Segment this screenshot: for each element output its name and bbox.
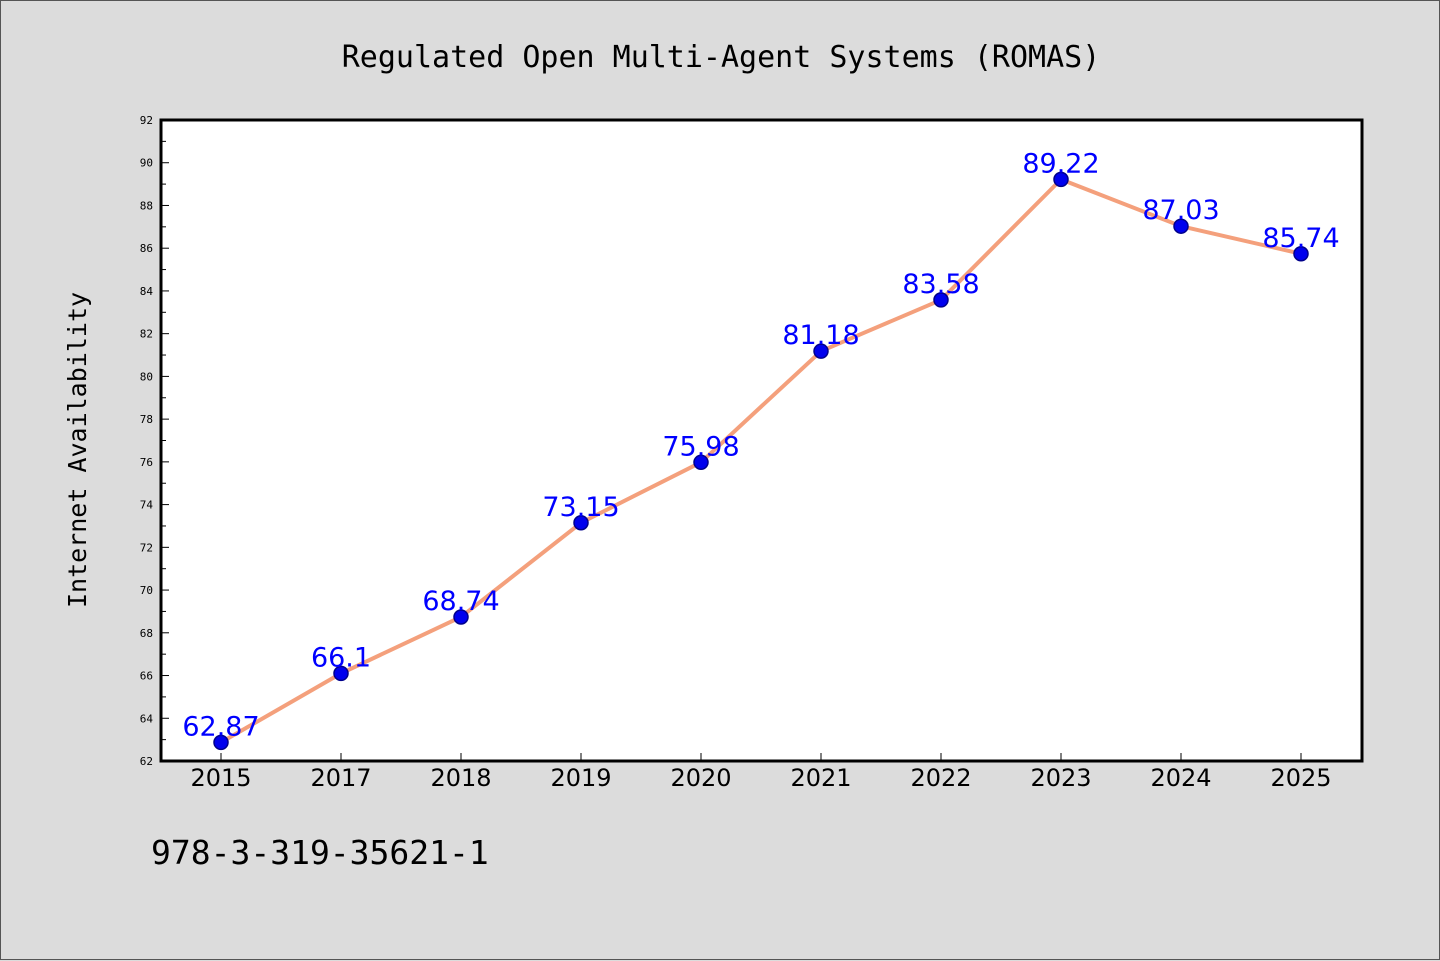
data-point: [1293, 246, 1309, 262]
x-tick-label: 2018: [430, 764, 491, 792]
footnote-isbn: 978-3-319-35621-1: [151, 833, 489, 872]
data-point: [333, 665, 349, 682]
y-tick-label: 82: [140, 328, 153, 341]
data-point: [1053, 171, 1069, 188]
data-label: 81.18: [782, 320, 859, 351]
series-line: [220, 177, 1302, 745]
data-point: [933, 292, 949, 308]
data-point: [1173, 218, 1189, 234]
y-tick-label: 86: [140, 242, 153, 255]
y-tick-label: 64: [140, 712, 154, 725]
data-point: [813, 343, 829, 359]
x-axis: 2015 2017 2018 2019 2020 2021 2022 2023 2024 2025: [190, 753, 1332, 792]
y-tick-label: 84: [140, 285, 154, 298]
data-labels: 62.87 66.1 68.74 73.15 75.98 81.18 83.58 89.22 8…: [182, 148, 1339, 742]
y-axis-label: Internet Availability: [63, 292, 92, 608]
y-tick-label: 66: [140, 670, 153, 683]
x-tick-label: 2019: [550, 764, 611, 792]
data-label: 66.1: [311, 642, 371, 673]
data-label: 75.98: [662, 431, 739, 462]
data-label: 87.03: [1142, 195, 1219, 226]
y-tick-label: 78: [140, 413, 153, 426]
y-tick-label: 72: [140, 541, 153, 554]
y-tick-label: 80: [140, 370, 153, 383]
y-tick-label: 62: [140, 755, 153, 768]
data-point: [573, 515, 589, 531]
y-tick-label: 70: [140, 584, 153, 597]
series-line-group: [220, 177, 1302, 745]
plot-area: [159, 118, 1364, 763]
x-tick-label: 2025: [1270, 764, 1331, 792]
y-tick-label: 88: [140, 199, 153, 212]
x-tick-label: 2023: [1030, 764, 1091, 792]
data-label: 83.58: [902, 269, 979, 300]
y-tick-label: 68: [140, 627, 153, 640]
data-point: [453, 609, 469, 625]
data-label: 62.87: [182, 711, 259, 742]
data-label: 85.74: [1262, 223, 1339, 254]
data-label: 73.15: [542, 492, 619, 523]
x-tick-label: 2020: [670, 764, 731, 792]
x-tick-label: 2021: [790, 764, 851, 792]
data-label: 89.22: [1022, 148, 1099, 179]
data-point: [213, 734, 229, 751]
chart-title: Regulated Open Multi-Agent Systems (ROMA…: [342, 40, 1101, 75]
y-tick-label: 90: [140, 157, 153, 170]
y-tick-label: 76: [140, 456, 153, 469]
x-tick-label: 2022: [910, 764, 971, 792]
y-tick-label: 92: [140, 114, 153, 127]
x-tick-label: 2024: [1150, 764, 1211, 792]
data-label: 68.74: [422, 586, 499, 617]
x-tick-label: 2017: [310, 764, 371, 792]
data-markers: [213, 171, 1309, 751]
y-axis: 62 64 66 68 70 72 74 76 78 80 82 84 86 88 90 92: [140, 114, 169, 768]
x-tick-label: 2015: [190, 764, 251, 792]
y-tick-label: 74: [140, 499, 154, 512]
data-point: [693, 454, 709, 471]
